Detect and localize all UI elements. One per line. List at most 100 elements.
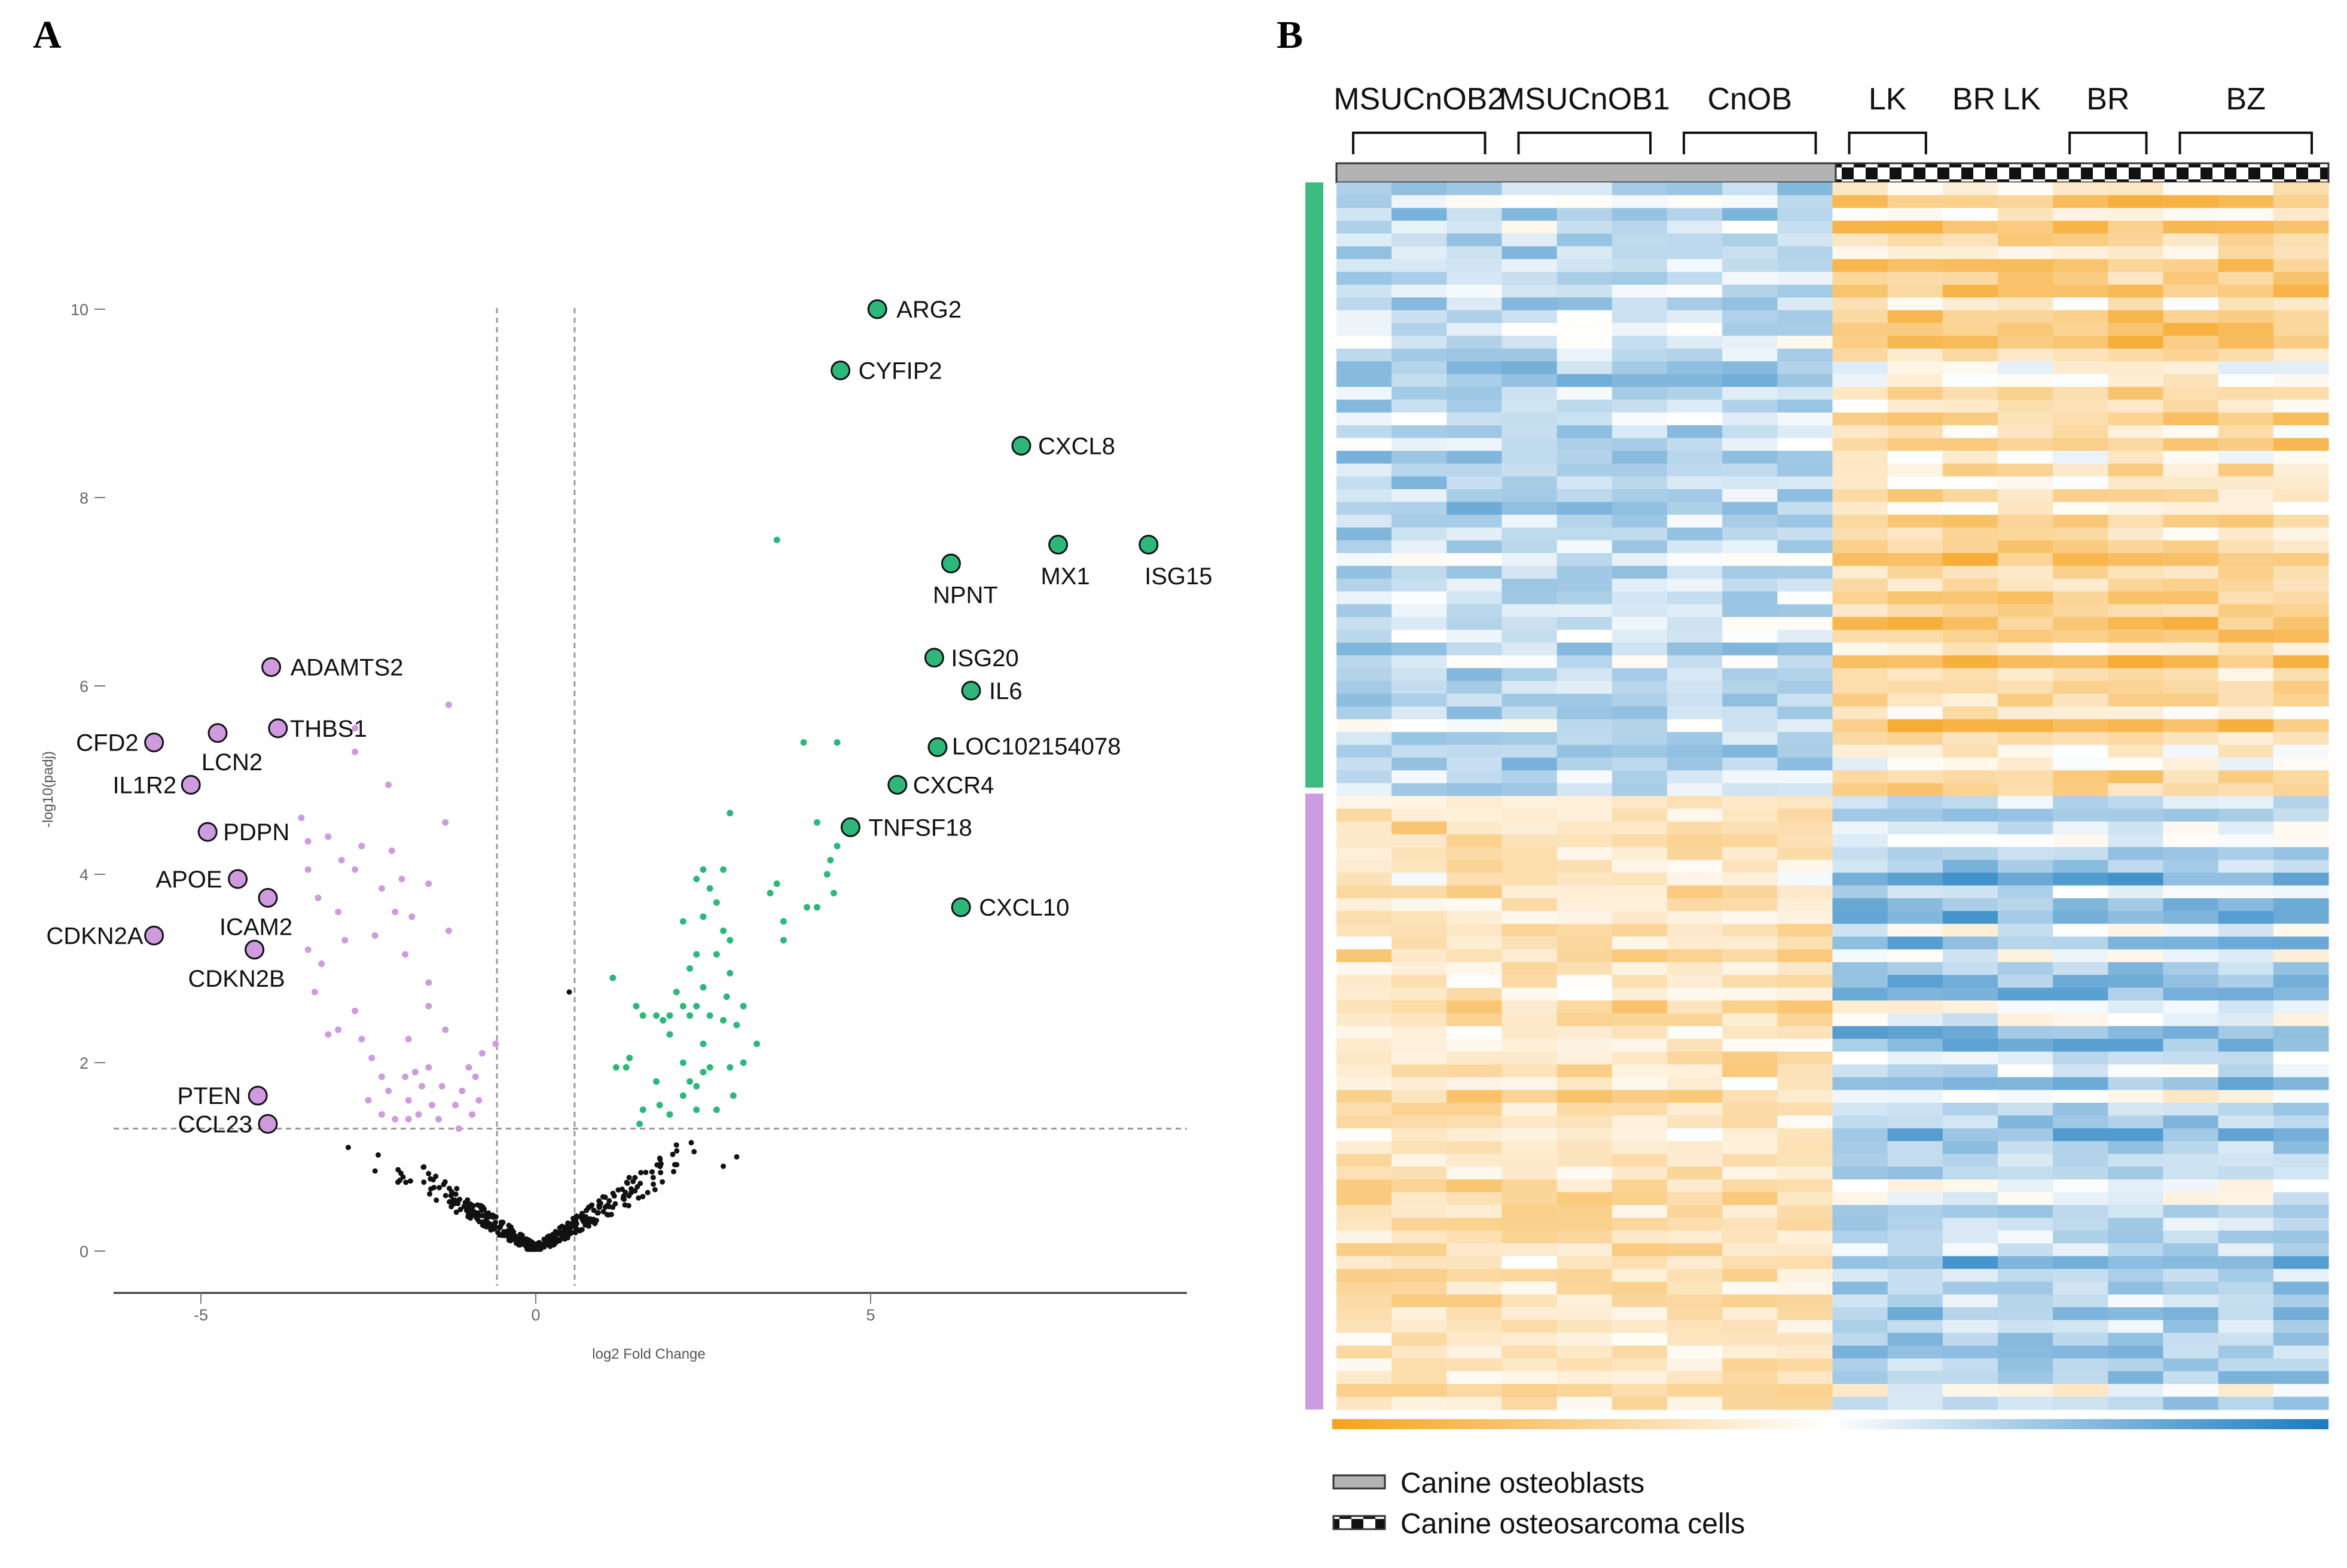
heatmap-cell: [1501, 796, 1558, 809]
heatmap-cell: [1777, 847, 1833, 861]
heatmap-cell: [1446, 387, 1503, 400]
heatmap-cell: [1832, 1051, 1888, 1065]
heatmap-cell: [2163, 527, 2219, 541]
heatmap-cell: [1887, 834, 1943, 848]
heatmap-cell: [2053, 514, 2108, 528]
heatmap-cell: [1722, 1358, 1778, 1372]
heatmap-cell: [1942, 1358, 1998, 1372]
ns-point: [454, 1186, 460, 1192]
heatmap-cell: [1501, 898, 1558, 911]
heatmap-cell: [1942, 745, 1998, 758]
heatmap-cell: [1998, 1141, 2053, 1155]
heatmap-cell: [1336, 425, 1392, 439]
legend-osteosarcoma-swatch: [1332, 1515, 1386, 1530]
up-point: [767, 890, 774, 896]
heatmap-cell: [1887, 630, 1943, 643]
heatmap-cell: [2053, 732, 2108, 746]
heatmap-cell: [1942, 1243, 1998, 1257]
heatmap-cell: [1942, 527, 1998, 541]
heatmap-cell: [2108, 1358, 2164, 1372]
gene-loc102154078: LOC102154078: [927, 733, 1121, 759]
heatmap-cell: [1777, 285, 1833, 298]
heatmap-cell: [1556, 1154, 1613, 1167]
gene-npnt: NPNT: [933, 553, 998, 608]
heatmap-cell: [1501, 1332, 1558, 1346]
heatmap-cell: [1832, 923, 1888, 937]
heatmap-cell: [1391, 246, 1447, 260]
heatmap-cell: [1722, 566, 1778, 579]
down-point: [435, 1116, 442, 1122]
heatmap-cell: [1832, 873, 1888, 886]
heatmap-cell: [1777, 399, 1833, 413]
group-bracket: [1517, 132, 1652, 154]
heatmap-cell: [2108, 1090, 2164, 1103]
heatmap-cell: [1832, 323, 1888, 337]
heatmap-cell: [1887, 1000, 1943, 1014]
heatmap-cell: [1336, 566, 1392, 579]
heatmap-cell: [1501, 1268, 1558, 1282]
heatmap-cell: [1612, 923, 1668, 937]
heatmap-cell: [1832, 540, 1888, 554]
heatmap-cell: [1667, 617, 1723, 630]
heatmap-cell: [1391, 1128, 1447, 1142]
heatmap-cell: [1391, 873, 1447, 886]
down-point: [425, 880, 432, 887]
heatmap-cell: [2053, 387, 2108, 400]
heatmap-cell: [1556, 1346, 1613, 1359]
heatmap-cell: [1887, 745, 1943, 758]
heatmap-cell: [1612, 1218, 1668, 1231]
heatmap-cell: [1942, 1205, 1998, 1218]
heatmap-cell: [1722, 617, 1778, 630]
heatmap-cell: [2273, 1205, 2329, 1218]
ns-point: [602, 1194, 608, 1200]
ns-point: [457, 1197, 463, 1203]
gene-pten: PTEN: [178, 1083, 268, 1109]
ns-point: [660, 1179, 666, 1185]
heatmap-cell: [1336, 1090, 1392, 1103]
heatmap-cell: [1777, 323, 1833, 337]
heatmap-cell: [1501, 757, 1558, 771]
heatmap-cell: [1556, 1090, 1613, 1103]
heatmap-cell: [1501, 514, 1558, 528]
heatmap-cell: [2163, 348, 2219, 362]
group-bracket: [2178, 132, 2313, 154]
heatmap-cell: [2108, 450, 2164, 464]
ns-point: [431, 1185, 437, 1191]
heatmap-cell: [2163, 617, 2219, 630]
heatmap-cell: [1667, 1000, 1723, 1014]
heatmap-cell: [1722, 233, 1778, 247]
heatmap-cell: [2218, 323, 2274, 337]
heatmap-cell: [1998, 1268, 2053, 1282]
heatmap-cell: [1777, 246, 1833, 260]
heatmap-cell: [2163, 1154, 2219, 1167]
heatmap-cell: [1612, 745, 1668, 758]
heatmap-cell: [1722, 949, 1778, 963]
heatmap-cell: [1391, 463, 1447, 477]
heatmap-cell: [2108, 719, 2164, 733]
heatmap-cell: [1556, 873, 1613, 886]
heatmap-cell: [2053, 399, 2108, 413]
heatmap-cell: [2273, 297, 2329, 311]
up-point: [723, 993, 730, 1000]
heatmap-cell: [1336, 297, 1392, 311]
heatmap-cell: [1446, 732, 1503, 746]
down-point: [472, 1073, 479, 1081]
gene-arg2: ARG2: [867, 297, 962, 323]
heatmap-cell: [1336, 668, 1392, 682]
heatmap-cell: [1501, 527, 1558, 541]
heatmap-cell: [1942, 962, 1998, 975]
heatmap-cell: [1391, 1039, 1447, 1053]
heatmap-cell: [2108, 591, 2164, 605]
ns-point: [652, 1186, 658, 1192]
heatmap-cell: [1501, 809, 1558, 822]
gene-point: [941, 553, 961, 573]
heatmap-cell: [1446, 745, 1503, 758]
y-tick-label: 2: [80, 1054, 88, 1072]
heatmap-cell: [1832, 1141, 1888, 1155]
ns-point: [557, 1225, 563, 1231]
gene-cxcl8: CXCL8: [1011, 433, 1115, 459]
heatmap-cell: [1777, 1243, 1833, 1257]
heatmap-cell: [2273, 374, 2329, 388]
heatmap-cell: [1998, 1384, 2053, 1398]
gene-label: PDPN: [223, 819, 289, 846]
